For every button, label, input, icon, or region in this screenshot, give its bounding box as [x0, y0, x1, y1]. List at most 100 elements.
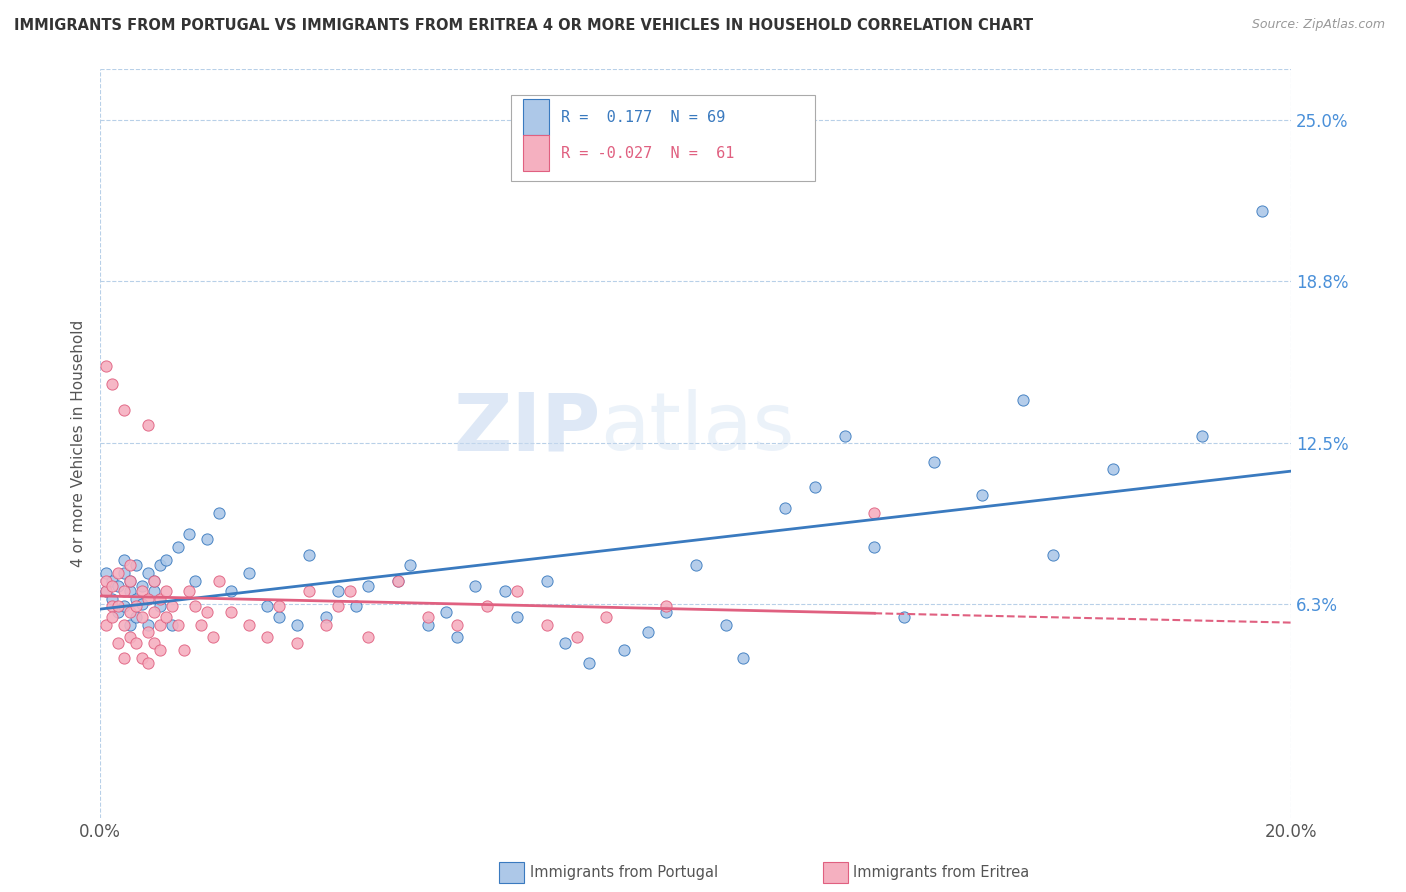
Point: [136, 617, 159, 632]
Point: [131, 579, 153, 593]
Point: [112, 583, 135, 598]
Point: [578, 657, 600, 671]
Point: [315, 609, 337, 624]
Point: [173, 643, 195, 657]
Point: [101, 599, 124, 614]
Point: [202, 631, 225, 645]
Point: [118, 583, 141, 598]
Point: [208, 506, 231, 520]
Point: [328, 599, 350, 614]
Point: [101, 574, 124, 588]
Point: [142, 605, 165, 619]
Point: [94, 359, 117, 373]
Point: [149, 599, 172, 614]
Point: [118, 631, 141, 645]
Point: [1101, 462, 1123, 476]
Point: [554, 635, 576, 649]
Point: [297, 583, 319, 598]
Point: [131, 597, 153, 611]
Point: [416, 609, 439, 624]
Point: [112, 553, 135, 567]
Point: [125, 609, 148, 624]
Point: [1250, 203, 1272, 218]
Point: [477, 599, 499, 614]
FancyBboxPatch shape: [512, 95, 815, 181]
Point: [595, 609, 617, 624]
Point: [142, 574, 165, 588]
Point: [149, 591, 172, 606]
Point: [107, 599, 129, 614]
Point: [506, 609, 529, 624]
Point: [416, 617, 439, 632]
Point: [112, 651, 135, 665]
Point: [136, 657, 159, 671]
Point: [179, 583, 201, 598]
Text: ZIP: ZIP: [453, 390, 600, 467]
Point: [655, 605, 678, 619]
Point: [136, 591, 159, 606]
Point: [131, 651, 153, 665]
Point: [136, 566, 159, 580]
Point: [685, 558, 707, 572]
Point: [107, 605, 129, 619]
Point: [256, 631, 278, 645]
Point: [446, 617, 468, 632]
Point: [219, 605, 242, 619]
Point: [94, 574, 117, 588]
Point: [536, 617, 558, 632]
Point: [464, 579, 486, 593]
Point: [637, 625, 659, 640]
Point: [107, 635, 129, 649]
Point: [195, 605, 218, 619]
Point: [256, 599, 278, 614]
Point: [446, 631, 468, 645]
Point: [118, 574, 141, 588]
Point: [285, 617, 308, 632]
Point: [344, 599, 367, 614]
Point: [94, 583, 117, 598]
Point: [267, 609, 290, 624]
Point: [863, 540, 886, 554]
Point: [834, 428, 856, 442]
Point: [328, 583, 350, 598]
Point: [118, 617, 141, 632]
Point: [398, 558, 420, 572]
Text: Source: ZipAtlas.com: Source: ZipAtlas.com: [1251, 18, 1385, 31]
Point: [970, 488, 993, 502]
Point: [149, 617, 172, 632]
Point: [804, 480, 827, 494]
Point: [863, 506, 886, 520]
Point: [184, 599, 207, 614]
Point: [733, 651, 755, 665]
Point: [285, 635, 308, 649]
Text: Immigrants from Eritrea: Immigrants from Eritrea: [853, 865, 1029, 880]
Point: [387, 574, 409, 588]
Point: [118, 605, 141, 619]
Point: [195, 532, 218, 546]
Point: [160, 617, 183, 632]
Point: [494, 583, 516, 598]
Point: [149, 558, 172, 572]
Text: R =  0.177  N = 69: R = 0.177 N = 69: [561, 110, 725, 125]
Text: IMMIGRANTS FROM PORTUGAL VS IMMIGRANTS FROM ERITREA 4 OR MORE VEHICLES IN HOUSEH: IMMIGRANTS FROM PORTUGAL VS IMMIGRANTS F…: [14, 18, 1033, 33]
Point: [101, 579, 124, 593]
Point: [339, 583, 361, 598]
Point: [166, 617, 188, 632]
Point: [125, 599, 148, 614]
Point: [107, 579, 129, 593]
Text: atlas: atlas: [600, 390, 794, 467]
Point: [149, 643, 172, 657]
Point: [208, 574, 231, 588]
Point: [238, 566, 260, 580]
Point: [506, 583, 529, 598]
Point: [434, 605, 457, 619]
Text: R = -0.027  N =  61: R = -0.027 N = 61: [561, 145, 734, 161]
Point: [101, 609, 124, 624]
Point: [387, 574, 409, 588]
Point: [893, 609, 915, 624]
Point: [160, 599, 183, 614]
Point: [107, 566, 129, 580]
Point: [112, 599, 135, 614]
Point: [655, 599, 678, 614]
Text: Immigrants from Portugal: Immigrants from Portugal: [530, 865, 718, 880]
